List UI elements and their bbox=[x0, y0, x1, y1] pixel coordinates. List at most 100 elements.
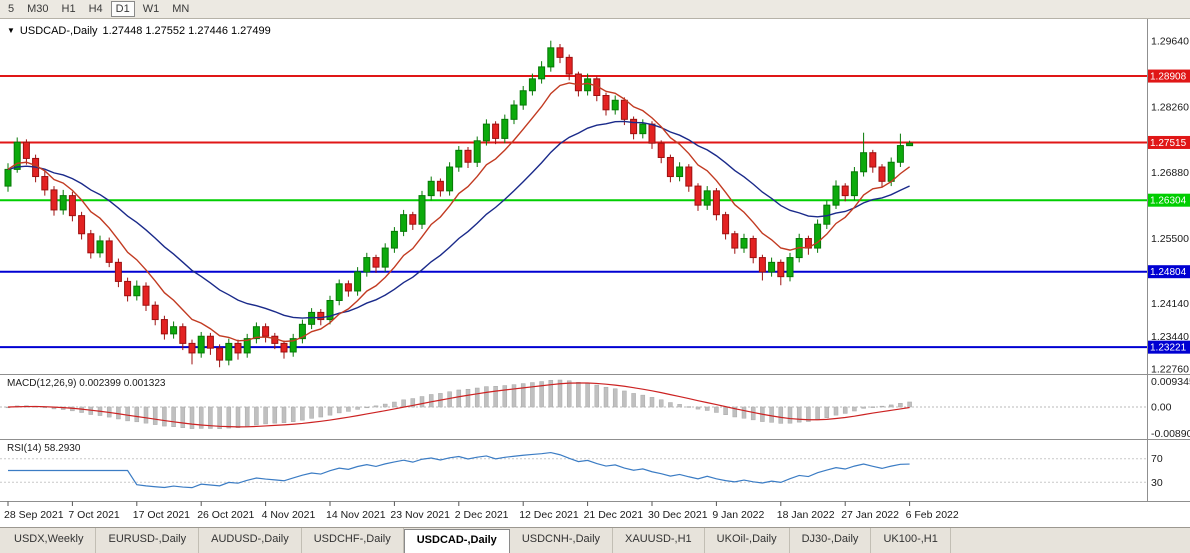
macd-bar bbox=[548, 380, 554, 408]
horizontal-lines[interactable] bbox=[0, 75, 1147, 349]
period-button-m30[interactable]: M30 bbox=[27, 3, 49, 15]
candle-body bbox=[13, 141, 21, 170]
macd-bar bbox=[198, 406, 204, 429]
macd-bar bbox=[640, 394, 646, 408]
tab-uk100-h1[interactable]: UK100-,H1 bbox=[871, 528, 951, 553]
period-button-h1[interactable]: H1 bbox=[61, 3, 76, 15]
tab-eurusd-daily[interactable]: EURUSD-,Daily bbox=[96, 528, 200, 553]
macd-bar bbox=[263, 406, 268, 425]
date-label: 17 Oct 2021 bbox=[133, 509, 190, 521]
candle-body bbox=[4, 168, 12, 187]
candle-body bbox=[749, 238, 757, 259]
date-label: 26 Oct 2021 bbox=[197, 509, 254, 521]
macd-signal-line bbox=[7, 382, 910, 428]
macd-bar bbox=[741, 406, 747, 419]
tab-audusd-daily[interactable]: AUDUSD-,Daily bbox=[199, 528, 302, 553]
candle-body bbox=[41, 176, 49, 191]
candle-body bbox=[519, 90, 527, 106]
candle-body bbox=[639, 123, 647, 135]
y-axis-label: 1.29640 bbox=[1151, 36, 1189, 48]
candlesticks bbox=[4, 40, 914, 368]
rsi-level-label: 70 bbox=[1151, 453, 1163, 465]
macd-bar bbox=[134, 406, 140, 423]
macd-bar bbox=[824, 406, 830, 418]
chart-canvas[interactable]: 1.29640 1.28260 1.26880 1.25500 1.24140 1.234… bbox=[0, 18, 1190, 527]
tab-xauusd-h1[interactable]: XAUUSD-,H1 bbox=[613, 528, 705, 553]
chart-tabbar: USDX,Weekly EURUSD-,Daily AUDUSD-,Daily USD… bbox=[0, 527, 1190, 553]
macd-bar bbox=[410, 398, 416, 408]
date-label: 9 Jan 2022 bbox=[712, 509, 764, 521]
macd-bar bbox=[511, 384, 517, 408]
candle-body bbox=[492, 123, 500, 139]
period-button-mn[interactable]: MN bbox=[172, 3, 190, 15]
macd-bar bbox=[787, 406, 793, 424]
candle-body bbox=[363, 257, 371, 273]
symbol-dropdown-icon[interactable]: ▼ bbox=[7, 26, 15, 35]
price-badge bbox=[1147, 265, 1190, 279]
candle-body bbox=[648, 123, 656, 144]
candle-body bbox=[59, 195, 67, 211]
macd-bar bbox=[907, 401, 912, 408]
candle-body bbox=[860, 152, 868, 173]
candle-body bbox=[124, 280, 132, 297]
candle-body bbox=[703, 190, 711, 206]
macd-bar bbox=[778, 406, 784, 424]
macd-bar bbox=[539, 381, 544, 408]
date-label: 6 Feb 2022 bbox=[906, 509, 959, 521]
candle-body bbox=[78, 215, 86, 235]
ohlc-quote: 1.27448 1.27552 1.27446 1.27499 bbox=[102, 25, 271, 37]
price-badge-label: 1.26304 bbox=[1150, 196, 1187, 207]
candle-body bbox=[814, 223, 822, 249]
ma-fast-line bbox=[7, 82, 911, 343]
candle-body bbox=[841, 185, 849, 197]
date-label: 18 Jan 2022 bbox=[777, 509, 835, 521]
candle-body bbox=[501, 118, 509, 139]
candle-body bbox=[87, 233, 95, 254]
rsi-indicator-label: RSI(14) 58.2930 bbox=[7, 443, 81, 454]
macd-bar bbox=[723, 406, 728, 415]
macd-bar bbox=[898, 403, 903, 408]
candle-body bbox=[602, 95, 610, 111]
chart-title: ▼ USDCAD-,Daily 1.27448 1.27552 1.27446 … bbox=[7, 25, 271, 37]
tab-dj30-daily[interactable]: DJ30-,Daily bbox=[790, 528, 872, 553]
period-button-d1[interactable]: D1 bbox=[110, 1, 135, 17]
macd-bar bbox=[401, 399, 406, 408]
macd-bar bbox=[226, 406, 232, 429]
candle-body bbox=[473, 140, 481, 163]
candle-body bbox=[850, 171, 858, 197]
tab-ukoil-daily[interactable]: UKOil-,Daily bbox=[705, 528, 790, 553]
tab-usdcad-daily[interactable]: USDCAD-,Daily bbox=[403, 529, 510, 553]
macd-bar bbox=[208, 406, 213, 429]
macd-bar bbox=[603, 386, 609, 408]
tab-usdcnh-daily[interactable]: USDCNH-,Daily bbox=[510, 528, 614, 553]
date-label: 14 Nov 2021 bbox=[326, 509, 386, 521]
macd-bar bbox=[750, 406, 756, 421]
candle-body bbox=[280, 342, 288, 353]
macd-bar bbox=[520, 383, 526, 408]
candle-body bbox=[326, 299, 334, 321]
tab-usdchf-daily[interactable]: USDCHF-,Daily bbox=[302, 528, 404, 553]
macd-bar bbox=[235, 406, 241, 428]
macd-bar bbox=[382, 403, 388, 408]
period-button-5[interactable]: 5 bbox=[8, 3, 15, 15]
candle-body bbox=[114, 261, 122, 282]
tab-usdx-weekly[interactable]: USDX,Weekly bbox=[2, 528, 97, 553]
macd-bar bbox=[336, 406, 342, 414]
macd-bar bbox=[465, 388, 471, 408]
candle-body bbox=[455, 149, 463, 168]
macd-axis-bottom: -0.00890 bbox=[1151, 428, 1190, 440]
price-badge bbox=[1147, 69, 1190, 83]
period-button-h4[interactable]: H4 bbox=[88, 3, 103, 15]
macd-bar bbox=[594, 384, 600, 408]
macd-bar bbox=[815, 406, 820, 421]
macd-bar bbox=[668, 402, 673, 408]
candle-body bbox=[611, 99, 619, 111]
candle-body bbox=[538, 66, 546, 80]
candle-body bbox=[887, 161, 895, 182]
macd-bar bbox=[695, 406, 701, 410]
period-button-w1[interactable]: W1 bbox=[142, 3, 160, 15]
candle-body bbox=[160, 319, 168, 335]
candle-body bbox=[390, 230, 398, 249]
date-label: 23 Nov 2021 bbox=[390, 509, 450, 521]
candle-body bbox=[262, 326, 270, 337]
